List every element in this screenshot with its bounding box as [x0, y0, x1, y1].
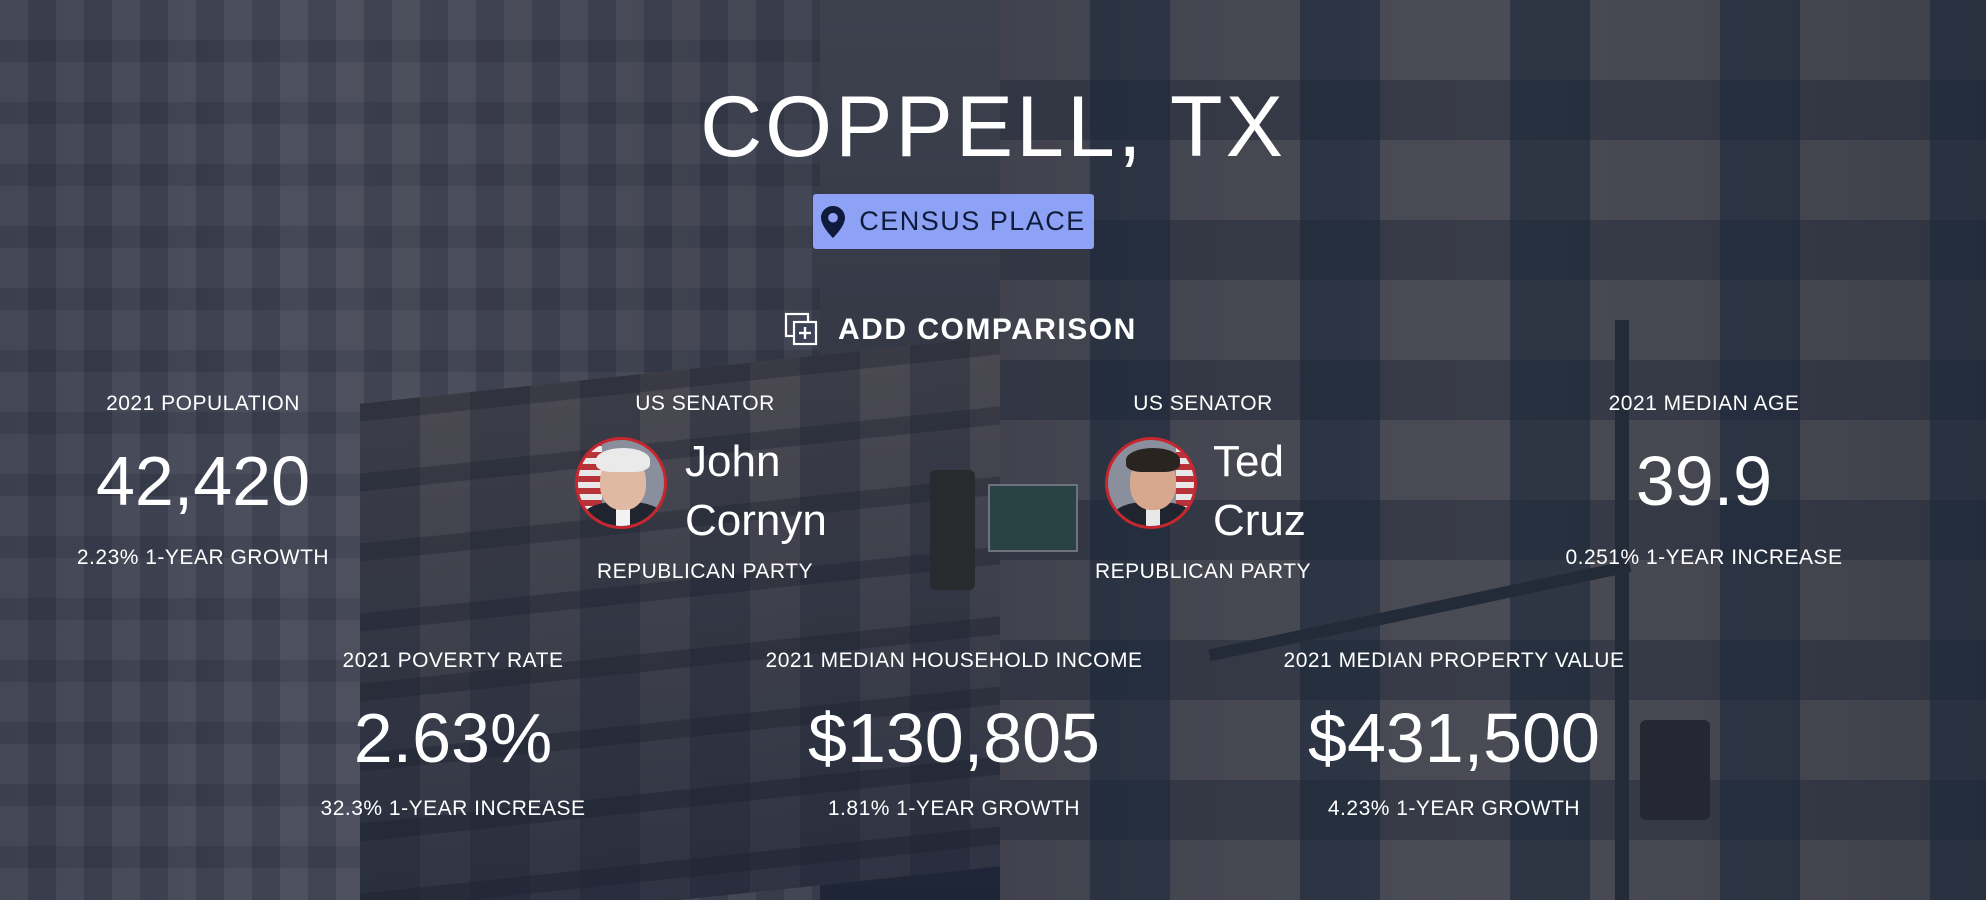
stat-label: 2021 MEDIAN AGE [1608, 392, 1800, 415]
senator-photo [575, 437, 667, 529]
stat-population: 2021 POPULATION 42,420 2.23% 1-YEAR GROW… [53, 392, 353, 570]
stat-change: 32.3% 1-YEAR INCREASE [320, 797, 586, 820]
stat-poverty-rate: 2021 POVERTY RATE 2.63% 32.3% 1-YEAR INC… [303, 649, 603, 821]
add-comparison-button[interactable]: ADD COMPARISON [784, 307, 1137, 353]
stat-value: $130,805 [808, 699, 1100, 777]
senator-first-name: John [685, 437, 781, 486]
add-comparison-label: ADD COMPARISON [838, 313, 1137, 346]
senator-name: John Cornyn [685, 432, 827, 551]
stat-value: 2.63% [353, 699, 553, 777]
stat-change: 1.81% 1-YEAR GROWTH [827, 797, 1081, 820]
stat-label: 2021 POPULATION [106, 392, 300, 415]
stat-change: 4.23% 1-YEAR GROWTH [1327, 797, 1581, 820]
stat-change: 0.251% 1-YEAR INCREASE [1565, 546, 1843, 569]
badge-label: CENSUS PLACE [859, 206, 1086, 236]
senator-label: US SENATOR [635, 392, 775, 415]
stat-value: 39.9 [1635, 442, 1773, 520]
senator-name: Ted Cruz [1213, 432, 1306, 551]
stat-label: 2021 POVERTY RATE [342, 649, 564, 672]
map-pin-icon [821, 205, 846, 238]
senator-last-name: Cornyn [685, 496, 827, 546]
add-comparison-icon [784, 312, 818, 346]
stat-household-income: 2021 MEDIAN HOUSEHOLD INCOME $130,805 1.… [754, 649, 1154, 821]
senator-last-name: Cruz [1213, 496, 1306, 546]
census-place-badge[interactable]: CENSUS PLACE [813, 194, 1094, 249]
stat-label: 2021 MEDIAN PROPERTY VALUE [1283, 649, 1625, 672]
stat-property-value: 2021 MEDIAN PROPERTY VALUE $431,500 4.23… [1254, 649, 1654, 821]
stat-value: $431,500 [1308, 699, 1600, 777]
senator-party: REPUBLICAN PARTY [1094, 560, 1312, 583]
senator-party: REPUBLICAN PARTY [596, 560, 814, 583]
stat-change: 2.23% 1-YEAR GROWTH [76, 546, 330, 569]
stat-label: 2021 MEDIAN HOUSEHOLD INCOME [765, 649, 1143, 672]
senator-card-cruz[interactable]: US SENATOR Ted Cruz REPUBLICAN PARTY [1053, 392, 1353, 592]
stat-value: 42,420 [95, 442, 311, 520]
senator-first-name: Ted [1213, 437, 1284, 486]
senator-label: US SENATOR [1133, 392, 1273, 415]
stat-median-age: 2021 MEDIAN AGE 39.9 0.251% 1-YEAR INCRE… [1554, 392, 1854, 570]
senator-card-cornyn[interactable]: US SENATOR John Cornyn REPUBLICAN PARTY [555, 392, 855, 592]
page-title: COPPELL, TX [700, 79, 1286, 175]
senator-photo [1105, 437, 1197, 529]
